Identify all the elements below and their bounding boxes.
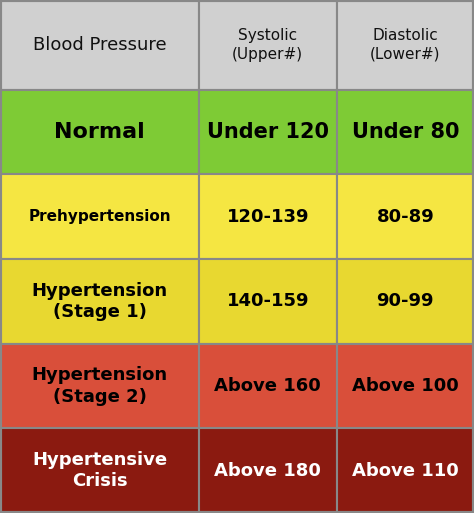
Text: Under 80: Under 80 — [352, 122, 459, 142]
Text: Above 100: Above 100 — [352, 377, 459, 395]
Text: Hypertensive
Crisis: Hypertensive Crisis — [32, 451, 167, 490]
Text: Hypertension
(Stage 1): Hypertension (Stage 1) — [31, 282, 168, 321]
Bar — [337, 259, 474, 344]
Text: Above 180: Above 180 — [214, 462, 321, 480]
Text: 90-99: 90-99 — [376, 292, 434, 310]
Text: Systolic
(Upper#): Systolic (Upper#) — [232, 28, 303, 62]
Text: Above 110: Above 110 — [352, 462, 459, 480]
Text: Normal: Normal — [54, 122, 145, 142]
Bar — [199, 174, 337, 259]
Bar — [0, 428, 199, 513]
Bar — [199, 259, 337, 344]
Bar — [0, 0, 199, 90]
Text: 80-89: 80-89 — [376, 208, 434, 226]
Text: Blood Pressure: Blood Pressure — [33, 36, 166, 54]
Text: Under 120: Under 120 — [207, 122, 329, 142]
Bar — [337, 174, 474, 259]
Bar — [199, 344, 337, 428]
Bar — [0, 259, 199, 344]
Bar — [337, 428, 474, 513]
Bar — [337, 90, 474, 174]
Bar — [337, 344, 474, 428]
Text: 140-159: 140-159 — [227, 292, 309, 310]
Bar — [199, 428, 337, 513]
Bar — [0, 90, 199, 174]
Bar — [337, 0, 474, 90]
Text: Above 160: Above 160 — [214, 377, 321, 395]
Text: Hypertension
(Stage 2): Hypertension (Stage 2) — [31, 366, 168, 406]
Text: Diastolic
(Lower#): Diastolic (Lower#) — [370, 28, 440, 62]
Text: Prehypertension: Prehypertension — [28, 209, 171, 224]
Bar — [199, 90, 337, 174]
Bar — [0, 174, 199, 259]
Bar — [0, 344, 199, 428]
Bar — [199, 0, 337, 90]
Text: 120-139: 120-139 — [227, 208, 309, 226]
